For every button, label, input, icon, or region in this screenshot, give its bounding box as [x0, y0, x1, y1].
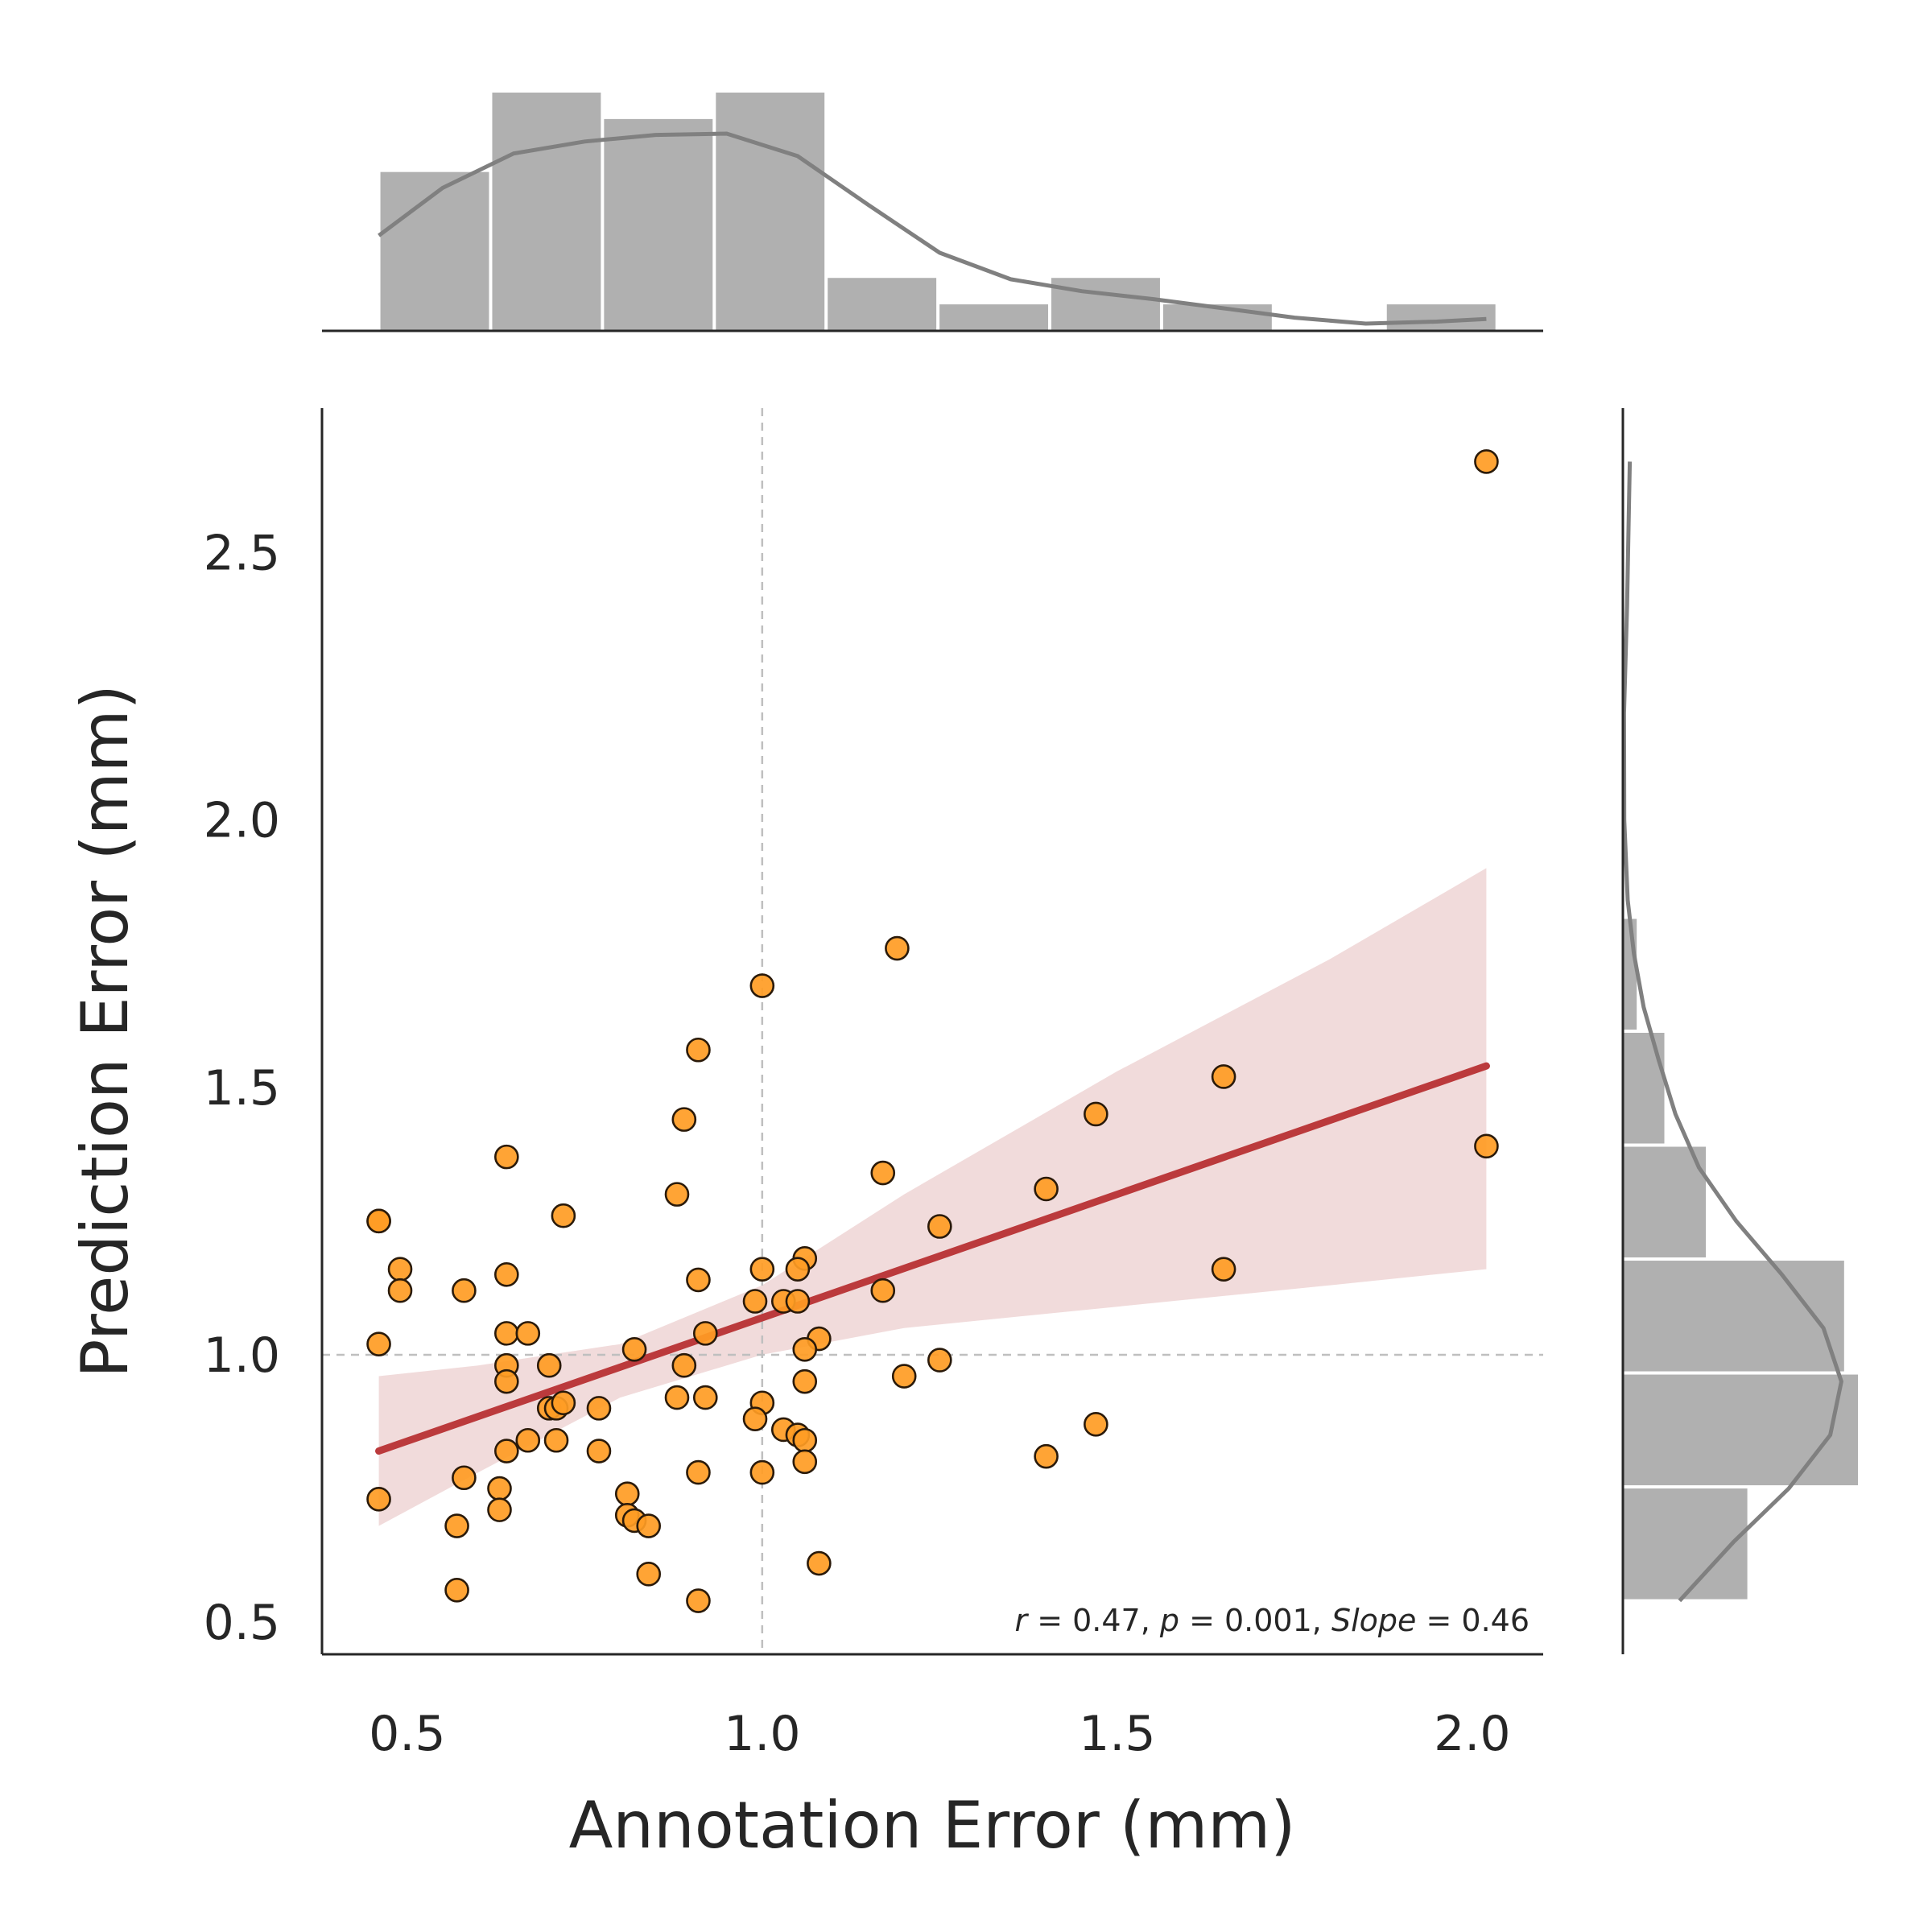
- scatter-point: [1084, 1412, 1108, 1437]
- regression-line: [375, 1062, 1490, 1455]
- scatter-point: [742, 1406, 768, 1431]
- scatter-point: [1084, 1101, 1108, 1127]
- scatter-point: [387, 1278, 413, 1303]
- top-histogram-bar: [828, 278, 937, 331]
- top-histogram-bar: [716, 93, 825, 331]
- scatter-point: [927, 1348, 952, 1373]
- right-marginal-histogram: [1621, 408, 1858, 1654]
- scatter-point: [792, 1427, 818, 1453]
- scatter-point: [487, 1476, 512, 1501]
- x-tick-label: 1.0: [724, 1706, 800, 1762]
- top-histogram-bar: [492, 93, 601, 331]
- x-axis-label: Annotation Error (mm): [569, 1788, 1296, 1863]
- y-tick-label: 0.5: [204, 1595, 280, 1651]
- scatter-point: [452, 1278, 477, 1303]
- scatter-point: [686, 1037, 711, 1063]
- y-tick-label: 1.0: [204, 1327, 280, 1384]
- scatter-point: [536, 1352, 562, 1378]
- scatter-point: [927, 1214, 952, 1239]
- scatter-point: [487, 1497, 512, 1522]
- y-tick-label: 1.5: [204, 1060, 280, 1117]
- scatter-point: [1211, 1064, 1236, 1089]
- scatter-point: [494, 1439, 519, 1463]
- top-marginal-histogram: [322, 93, 1543, 332]
- scatter-point: [785, 1289, 811, 1314]
- scatter-point: [686, 1459, 711, 1485]
- top-histogram-bar: [380, 171, 489, 331]
- scatter-point: [692, 1385, 718, 1410]
- scatter-point: [366, 1331, 391, 1356]
- scatter-point: [586, 1439, 612, 1463]
- right-histogram-bar: [1623, 1488, 1748, 1600]
- scatter-point: [792, 1337, 818, 1362]
- x-tick-label: 2.0: [1434, 1706, 1510, 1762]
- scatter-point: [515, 1321, 541, 1346]
- scatter-point: [543, 1427, 569, 1453]
- top-histogram-bar: [604, 118, 713, 331]
- scatter-point: [671, 1107, 697, 1132]
- scatter-point: [686, 1267, 711, 1293]
- scatter-point: [452, 1465, 477, 1491]
- scatter-point: [1034, 1176, 1059, 1202]
- scatter-point: [494, 1261, 519, 1287]
- scatter-point: [807, 1550, 832, 1576]
- scatter-point: [749, 1459, 775, 1485]
- right-histogram-bar: [1623, 1261, 1844, 1372]
- scatter-point: [671, 1352, 697, 1378]
- right-histogram-bar: [1623, 1033, 1665, 1144]
- scatter-point: [785, 1257, 811, 1282]
- scatter-point: [742, 1289, 768, 1314]
- right-histogram-bar: [1623, 1374, 1858, 1486]
- scatter-point: [636, 1513, 662, 1538]
- scatter-point: [749, 1257, 775, 1282]
- confidence-band: [378, 868, 1487, 1526]
- scatter-point: [494, 1368, 519, 1394]
- top-kde-curve: [378, 131, 1487, 326]
- scatter-panel: 0.5 1.0 1.5 2.0 0.5 1.0 1.5 2.0 2.5 r = 0.47, p…: [68, 408, 1543, 1863]
- scatter-point: [551, 1203, 576, 1228]
- scatter-point: [870, 1160, 896, 1186]
- scatter-point: [621, 1337, 647, 1362]
- x-tick-label: 0.5: [369, 1706, 445, 1762]
- y-tick-label: 2.5: [204, 525, 280, 581]
- top-histogram-bar: [1051, 278, 1160, 331]
- x-tick-label: 1.5: [1079, 1706, 1155, 1762]
- scatter-point: [664, 1385, 690, 1410]
- scatter-point: [1034, 1443, 1059, 1469]
- y-tick-label: 2.0: [204, 793, 280, 849]
- right-histogram-bar: [1623, 1146, 1707, 1258]
- scatter-point: [494, 1321, 519, 1346]
- scatter-point: [1474, 449, 1499, 474]
- top-histogram-bar: [939, 304, 1049, 331]
- scatter-point: [792, 1449, 818, 1475]
- scatter-point: [792, 1368, 818, 1394]
- y-axis-label: Prediction Error (mm): [68, 684, 142, 1378]
- scatter-point: [614, 1481, 640, 1506]
- scatter-point: [885, 935, 910, 961]
- scatter-point: [444, 1513, 469, 1538]
- scatter-point: [692, 1321, 718, 1346]
- scatter-point: [1474, 1133, 1499, 1159]
- scatter-point: [494, 1144, 519, 1170]
- scatter-point: [664, 1182, 690, 1207]
- scatter-point: [1211, 1257, 1236, 1282]
- scatter-point: [444, 1577, 469, 1603]
- scatter-point: [891, 1364, 917, 1389]
- scatter-point: [366, 1487, 391, 1512]
- scatter-point: [366, 1208, 391, 1234]
- scatter-point: [870, 1278, 896, 1303]
- scatter-point: [387, 1257, 413, 1282]
- scatter-point: [686, 1588, 711, 1613]
- scatter-point: [551, 1390, 576, 1416]
- scatter-point: [749, 973, 775, 998]
- stats-annotation: r = 0.47, p = 0.001, Slope = 0.46: [1014, 1603, 1530, 1638]
- scatter-point: [515, 1427, 541, 1453]
- scatter-point: [586, 1396, 612, 1421]
- scatter-point: [636, 1562, 662, 1587]
